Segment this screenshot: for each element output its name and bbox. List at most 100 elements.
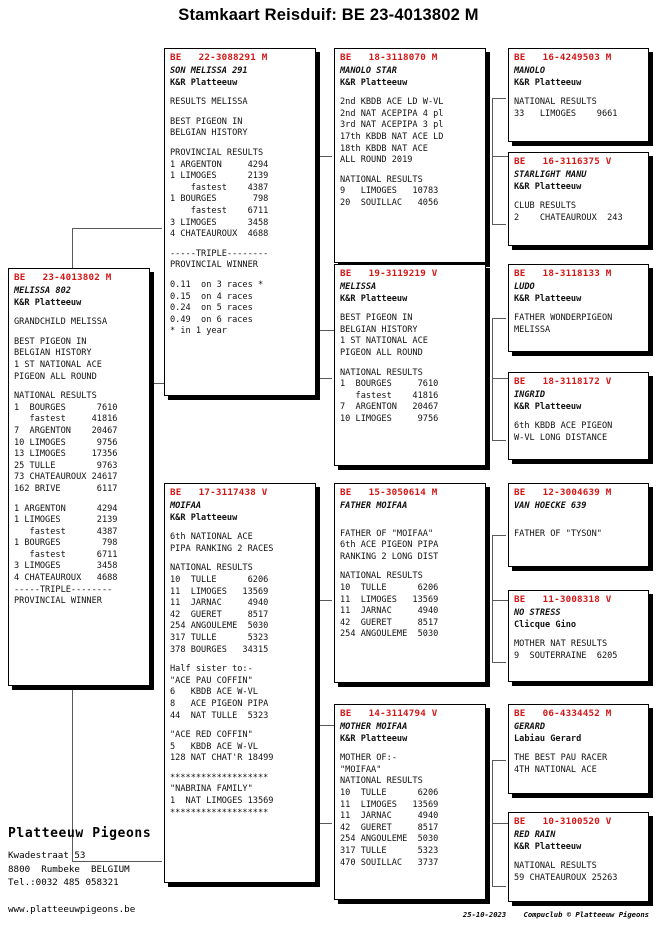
box-text-line: 162 BRIVE 6117 [14, 483, 118, 494]
ring-number: BE 14-3114794 V [340, 708, 438, 719]
box-text-line: 13 LIMOGES 17356 [14, 449, 118, 460]
box-text-line: 9 LIMOGES 10783 [340, 186, 439, 197]
pedigree-box-greatgrandparent-4[interactable]: BE 18-3118172 V INGRID K&R Platteeuw 6th … [508, 372, 649, 460]
box-text-line: Labiau Gerard [514, 733, 582, 744]
pedigree-box-grandparent-3[interactable]: BE 15-3050614 M FATHER MOIFAA FATHER OF … [334, 483, 486, 683]
loft-address-line-1: Kwadestraat 53 [8, 850, 86, 861]
pedigree-box-greatgrandparent-5[interactable]: BE 12-3004639 M VAN HOECKE 639 FATHER OF… [508, 483, 649, 567]
box-text-line: RANKING 2 LONG DIST [340, 551, 439, 562]
box-text-line: fastest 41816 [14, 414, 118, 425]
box-text-line [14, 383, 144, 391]
box-text-line: K&R Platteeuw [14, 297, 82, 308]
box-text-line: K&R Platteeuw [170, 512, 238, 523]
box-text-line: 0.11 on 3 races * [170, 279, 264, 290]
box-text-line: LUDO [514, 282, 535, 292]
box-text-line: FATHER MOIFAA [340, 501, 408, 511]
ring-number: BE 16-4249503 M [514, 52, 612, 63]
box-text-line: 2nd NAT ACEPIPA 4 pl [340, 108, 444, 119]
box-text-line: 1 ARGENTON 4294 [170, 159, 269, 170]
box-text-line: NATIONAL RESULTS [514, 861, 597, 872]
pedigree-box-mother[interactable]: BE 17-3117438 V MOIFAA K&R Platteeuw 6th … [164, 483, 316, 883]
pedigree-box-grandparent-1[interactable]: BE 18-3118070 M MANOLO STAR K&R Platteeuw… [334, 48, 486, 263]
box-text-line: MANOLO [514, 66, 546, 76]
box-text-line [14, 329, 144, 337]
pedigree-box-greatgrandparent-6[interactable]: BE 11-3008318 V NO STRESS Clicque Gino MO… [508, 590, 649, 682]
box-text-line: -----TRIPLE-------- [170, 248, 269, 259]
box-text-line: 1 NAT LIMOGES 13569 [170, 796, 274, 807]
box-text-line: fastest 4387 [14, 526, 118, 537]
box-text-line: 10 TULLE 6206 [170, 574, 269, 585]
box-text-line [170, 272, 310, 280]
ring-number: BE 23-4013802 M [14, 272, 112, 283]
pedigree-box-greatgrandparent-8[interactable]: BE 10-3100520 V RED RAIN K&R Platteeuw NA… [508, 812, 649, 902]
box-text-line: 254 ANGOULEME 5030 [340, 834, 439, 845]
box-text-line: PIPA RANKING 2 RACES [170, 543, 274, 554]
box-text-line [340, 521, 480, 529]
box-text-line: 378 BOURGES 34315 [170, 644, 269, 655]
box-text-line: THE BEST PAU RACER [514, 753, 608, 764]
box-text-line: "MOIFAA" [340, 764, 382, 775]
box-text-line: 44 NAT TULLE 5323 [170, 710, 269, 721]
box-text-line: NATIONAL RESULTS [170, 563, 253, 574]
box-text-line: 1 LIMOGES 2139 [14, 515, 118, 526]
box-text-line: 25 TULLE 9763 [14, 460, 118, 471]
box-text-line [340, 360, 480, 368]
box-text-line: 3 LIMOGES 3458 [170, 217, 269, 228]
box-text-line: ******************* [170, 772, 269, 783]
box-text-line: BELGIAN HISTORY [340, 324, 418, 335]
box-text-line: 0.24 on 5 races [170, 303, 253, 314]
box-text-line [514, 89, 643, 97]
box-text-line: 1 ST NATIONAL ACE [14, 359, 102, 370]
box-text-line [340, 563, 480, 571]
box-text-line: 9 SOUTERRAINE 6205 [514, 650, 618, 661]
box-text-line: "ACE PAU COFFIN" [170, 675, 253, 686]
box-text-line: NATIONAL RESULTS [514, 97, 597, 108]
pedigree-box-grandparent-4[interactable]: BE 14-3114794 V MOTHER MOIFAA K&R Plattee… [334, 704, 486, 900]
box-text-line: 42 GUERET 8517 [340, 822, 439, 833]
box-body: INGRID K&R Platteeuw 6th KBDB ACE PIGEON W… [514, 390, 643, 444]
box-text-line: NATIONAL RESULTS [340, 174, 423, 185]
box-text-line: MELISSA [340, 282, 377, 292]
box-text-line: PROVINCIAL RESULTS [170, 147, 264, 158]
box-text-line: fastest 6711 [170, 205, 269, 216]
pedigree-box-greatgrandparent-3[interactable]: BE 18-3118133 M LUDO K&R Platteeuw FATHER… [508, 264, 649, 352]
ring-number: BE 16-3116375 V [514, 156, 612, 167]
box-text-line: "NABRINA FAMILY" [170, 784, 253, 795]
box-text-line: GERARD [514, 722, 546, 732]
box-text-line: 1 BOURGES 7610 [340, 379, 439, 390]
box-text-line: 317 TULLE 5323 [340, 845, 439, 856]
loft-name: Platteeuw Pigeons [8, 826, 152, 841]
box-text-line [14, 309, 144, 317]
pedigree-box-greatgrandparent-2[interactable]: BE 16-3116375 V STARLIGHT MANU K&R Platte… [508, 152, 649, 246]
pedigree-box-greatgrandparent-1[interactable]: BE 16-4249503 M MANOLO K&R Platteeuw NATI… [508, 48, 649, 142]
box-text-line: Half sister to:- [170, 664, 253, 675]
box-text-line: W-VL LONG DISTANCE [514, 432, 608, 443]
box-body: SON MELISSA 291 K&R Platteeuw RESULTS MEL… [170, 66, 310, 338]
box-text-line: K&R Platteeuw [340, 733, 408, 744]
box-body: MELISSA K&R Platteeuw BEST PIGEON IN BELGI… [340, 282, 480, 426]
box-text-line: 4 CHATEAUROUX 4688 [14, 573, 118, 584]
box-text-line: NATIONAL RESULTS [340, 776, 423, 787]
box-text-line: ******************* [170, 807, 269, 818]
box-body: MANOLO K&R Platteeuw NATIONAL RESULTS 33 L… [514, 66, 643, 120]
loft-website[interactable]: www.platteeuwpigeons.be [8, 903, 136, 915]
pedigree-box-father[interactable]: BE 22-3088291 M SON MELISSA 291 K&R Platt… [164, 48, 316, 396]
box-text-line: 254 ANGOULEME 5030 [340, 629, 439, 640]
box-text-line: fastest 4387 [170, 182, 269, 193]
box-text-line [514, 193, 643, 201]
pedigree-box-grandparent-2[interactable]: BE 19-3119219 V MELISSA K&R Platteeuw BES… [334, 264, 486, 466]
box-text-line: K&R Platteeuw [170, 77, 238, 88]
pedigree-box-greatgrandparent-7[interactable]: BE 06-4334452 M GERARD Labiau Gerard THE … [508, 704, 649, 794]
pedigree-box-subject[interactable]: BE 23-4013802 M MELISSA 802 K&R Platteeuw… [8, 268, 150, 686]
box-text-line: 6th KBDB ACE PIGEON [514, 421, 613, 432]
box-text-line [170, 109, 310, 117]
ring-number: BE 12-3004639 M [514, 487, 612, 498]
loft-address-line-2: 8800 Rumbeke BELGIUM [8, 863, 130, 875]
box-text-line: K&R Platteeuw [514, 841, 582, 852]
box-text-line: NATIONAL RESULTS [340, 571, 423, 582]
box-text-line: NATIONAL RESULTS [340, 367, 423, 378]
loft-phone: Tel.:0032 485 058321 [8, 877, 119, 888]
box-text-line [514, 521, 643, 529]
box-text-line: 11 LIMOGES 13569 [340, 594, 439, 605]
box-text-line: "ACE RED COFFIN" [170, 730, 253, 741]
